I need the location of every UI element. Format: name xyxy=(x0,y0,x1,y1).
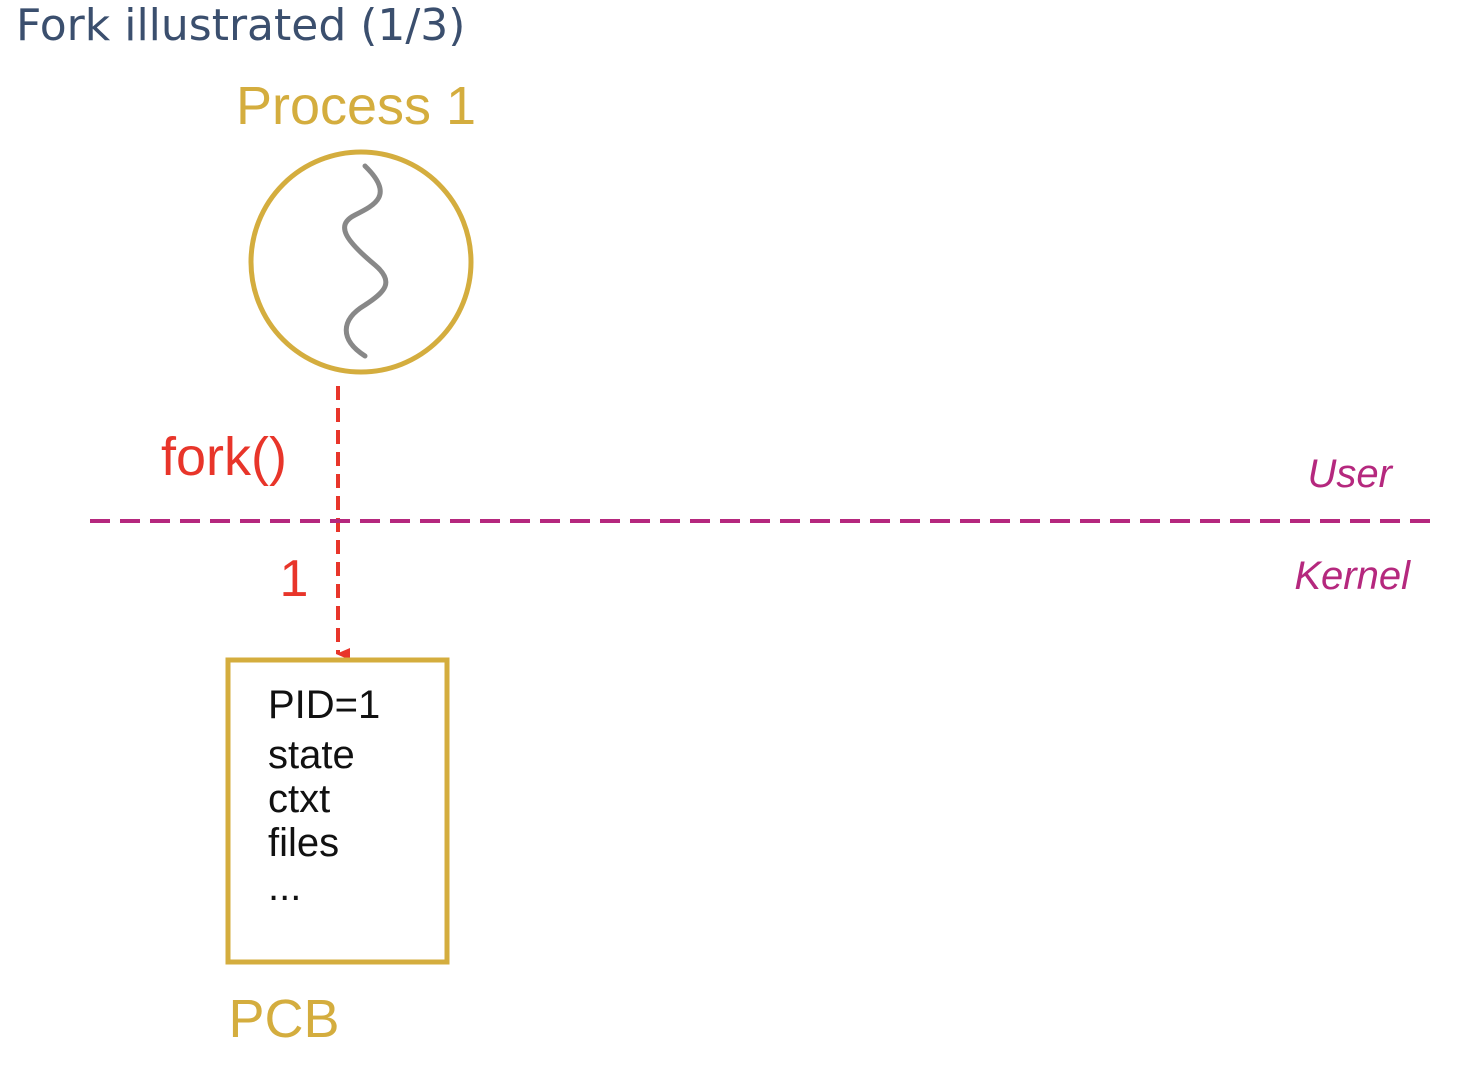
pcb-fields: PID=1 state ctxt files ... xyxy=(268,683,380,909)
pcb-field-more: ... xyxy=(268,865,302,909)
step-number: 1 xyxy=(280,550,309,608)
pcb-label: PCB xyxy=(228,989,339,1049)
process-circle xyxy=(248,149,474,375)
user-label: User xyxy=(1308,452,1394,496)
pcb-box xyxy=(225,657,450,965)
pcb-field-files: files xyxy=(268,821,340,865)
pcb-field-state: state xyxy=(268,733,355,777)
pcb-field-ctxt: ctxt xyxy=(268,777,331,821)
kernel-label: Kernel xyxy=(1294,554,1411,598)
fork-label: fork() xyxy=(161,427,287,487)
pcb-field-pid: PID=1 xyxy=(268,683,381,727)
squiggle-thread-icon xyxy=(342,163,389,359)
slide-title: Fork illustrated (1/3) xyxy=(16,0,466,51)
process-label: Process 1 xyxy=(236,76,476,136)
